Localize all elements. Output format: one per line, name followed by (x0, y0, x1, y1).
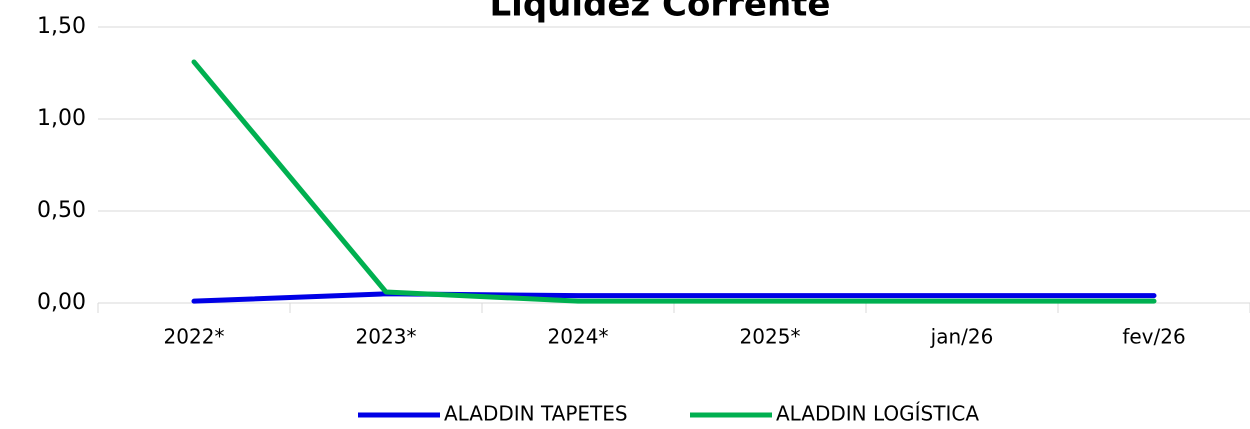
chart-title: Liquidez Corrente (490, 0, 831, 25)
y-tick-label: 0,00 (37, 290, 86, 315)
x-tick-label: 2025* (740, 325, 801, 349)
legend-label: ALADDIN LOGÍSTICA (776, 402, 979, 426)
x-tick-label: 2022* (164, 325, 225, 349)
legend-label: ALADDIN TAPETES (444, 402, 628, 426)
x-tick-label: jan/26 (930, 325, 994, 349)
y-tick-label: 1,00 (37, 106, 86, 131)
x-tick-label: 2024* (548, 325, 609, 349)
y-tick-label: 1,50 (37, 14, 86, 39)
series-line (191, 59, 1157, 304)
x-tick-label: 2023* (356, 325, 417, 349)
series-line (191, 291, 1157, 304)
y-tick-label: 0,50 (37, 198, 86, 223)
x-tick-label: fev/26 (1122, 325, 1185, 349)
